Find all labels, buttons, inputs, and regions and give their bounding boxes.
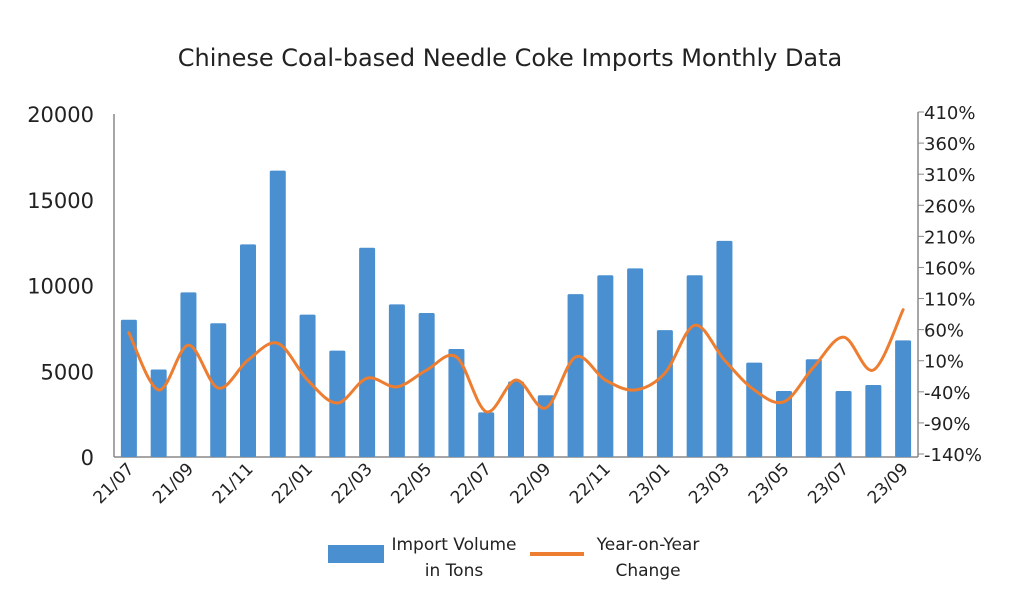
x-tick-label: 21/09: [149, 459, 198, 508]
x-tick-label: 21/11: [209, 459, 258, 508]
right-tick-label: 310%: [924, 165, 975, 186]
bar-22/12: [627, 268, 643, 457]
left-tick-label: 20000: [27, 103, 94, 127]
x-tick-label: 23/09: [864, 459, 913, 508]
left-tick-label: 5000: [41, 360, 94, 384]
x-tick-label: 23/05: [745, 459, 794, 508]
right-tick-label: 410%: [924, 103, 975, 124]
bar-22/05: [419, 313, 435, 457]
right-tick-label: 210%: [924, 227, 975, 248]
bar-21/07: [121, 320, 137, 457]
x-tick-label: 22/07: [447, 459, 496, 508]
bar-21/09: [180, 292, 196, 457]
legend: Import Volume in Tons Year-on-Year Chang…: [328, 535, 699, 581]
bar-22/03: [359, 248, 375, 457]
left-tick-label: 10000: [27, 275, 94, 299]
x-tick-label: 22/01: [268, 459, 317, 508]
right-tick-label: 110%: [924, 290, 975, 311]
legend-label-line-line2: Change: [615, 561, 680, 581]
bar-22/10: [568, 294, 584, 457]
bar-23/04: [746, 363, 762, 457]
legend-swatch-bar: [328, 545, 384, 563]
chart-title: Chinese Coal-based Needle Coke Imports M…: [178, 44, 843, 72]
bar-22/08: [508, 382, 524, 457]
legend-label-bar-line2: in Tons: [425, 561, 484, 581]
right-tick-label: 360%: [924, 134, 975, 155]
x-tick-label: 22/03: [328, 459, 377, 508]
bar-23/09: [895, 340, 911, 457]
bar-23/01: [657, 330, 673, 457]
bar-21/12: [270, 171, 286, 457]
bar-22/11: [597, 275, 613, 457]
x-tick-label: 22/11: [566, 459, 615, 508]
bar-23/07: [836, 391, 852, 457]
bar-21/11: [240, 244, 256, 457]
bar-22/07: [478, 412, 494, 457]
right-tick-label: -140%: [924, 445, 982, 466]
x-tick-label: 22/05: [387, 459, 436, 508]
right-tick-label: 60%: [924, 321, 964, 342]
x-tick-label: 23/01: [626, 459, 675, 508]
right-tick-label: -40%: [924, 383, 971, 404]
right-tick-label: 10%: [924, 352, 964, 373]
bar-23/03: [716, 241, 732, 457]
right-tick-label: -90%: [924, 414, 971, 435]
legend-label-line-line1: Year-on-Year: [596, 535, 700, 555]
x-tick-label: 21/07: [90, 459, 139, 508]
left-tick-label: 15000: [27, 189, 94, 213]
x-tick-label: 22/09: [507, 459, 556, 508]
right-tick-label: 260%: [924, 196, 975, 217]
left-tick-label: 0: [81, 446, 94, 470]
x-tick-label: 23/03: [685, 459, 734, 508]
bar-22/04: [389, 304, 405, 457]
bar-23/08: [865, 385, 881, 457]
bar-21/10: [210, 323, 226, 457]
x-tick-label: 23/07: [804, 459, 853, 508]
legend-label-bar-line1: Import Volume: [391, 535, 516, 555]
bar-23/02: [687, 275, 703, 457]
right-tick-label: 160%: [924, 258, 975, 279]
